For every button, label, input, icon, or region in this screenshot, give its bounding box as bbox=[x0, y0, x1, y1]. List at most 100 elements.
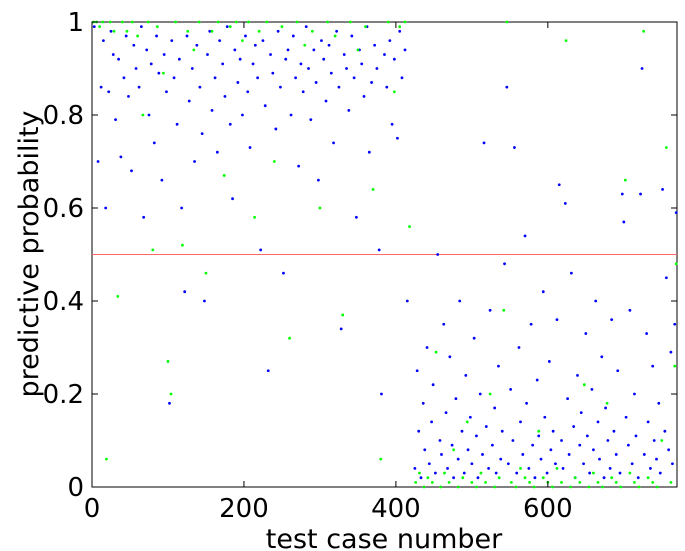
data-point bbox=[493, 406, 497, 410]
data-point bbox=[674, 211, 678, 215]
y-tick-label: 0.4 bbox=[43, 287, 84, 317]
data-point bbox=[327, 43, 331, 47]
data-point bbox=[438, 439, 442, 442]
data-point bbox=[569, 485, 573, 489]
data-point bbox=[564, 39, 568, 42]
data-point bbox=[335, 29, 339, 33]
data-point bbox=[421, 401, 425, 405]
data-point bbox=[465, 420, 469, 424]
data-point bbox=[448, 355, 452, 359]
data-point bbox=[132, 43, 136, 47]
data-point bbox=[352, 76, 356, 80]
data-point bbox=[646, 420, 650, 424]
data-point bbox=[289, 113, 293, 117]
data-point bbox=[649, 467, 652, 470]
data-point bbox=[291, 34, 295, 38]
data-point bbox=[422, 485, 426, 489]
data-point bbox=[579, 411, 583, 414]
data-point bbox=[192, 48, 196, 52]
data-point bbox=[566, 397, 569, 401]
data-point bbox=[288, 336, 291, 340]
data-point bbox=[532, 485, 536, 489]
data-point bbox=[651, 480, 655, 484]
data-point bbox=[169, 392, 173, 396]
data-point bbox=[151, 248, 155, 252]
data-point bbox=[136, 34, 139, 38]
data-point bbox=[190, 67, 194, 70]
data-point bbox=[257, 29, 261, 33]
data-point bbox=[139, 25, 143, 29]
data-point bbox=[112, 29, 116, 33]
data-point bbox=[633, 392, 636, 396]
data-point bbox=[452, 448, 456, 452]
data-point bbox=[185, 34, 189, 38]
data-point bbox=[130, 20, 134, 24]
data-point bbox=[523, 476, 527, 480]
data-point bbox=[430, 480, 434, 484]
data-point bbox=[517, 346, 521, 349]
data-point bbox=[329, 71, 333, 75]
data-point bbox=[360, 62, 364, 66]
data-point bbox=[241, 39, 244, 42]
data-point bbox=[608, 467, 612, 470]
data-point bbox=[479, 471, 483, 475]
data-point bbox=[612, 429, 616, 433]
data-point bbox=[573, 476, 577, 480]
data-point bbox=[610, 318, 614, 321]
data-point bbox=[127, 95, 130, 98]
data-point bbox=[646, 476, 650, 480]
data-point bbox=[162, 71, 165, 75]
data-point bbox=[130, 169, 133, 173]
data-point bbox=[417, 429, 421, 433]
data-point bbox=[543, 415, 547, 419]
data-point bbox=[555, 467, 559, 470]
data-point bbox=[385, 85, 389, 89]
data-point bbox=[442, 322, 446, 326]
data-point bbox=[297, 164, 301, 168]
data-point bbox=[195, 43, 199, 47]
data-point bbox=[488, 392, 492, 396]
data-point bbox=[427, 462, 431, 466]
data-point bbox=[497, 364, 500, 368]
data-point bbox=[364, 25, 367, 29]
data-point bbox=[475, 434, 478, 438]
data-point bbox=[269, 53, 272, 56]
data-point bbox=[431, 383, 435, 387]
data-point bbox=[497, 476, 501, 480]
data-point bbox=[218, 39, 222, 42]
data-point bbox=[628, 471, 632, 475]
data-point bbox=[141, 113, 145, 117]
data-point bbox=[443, 471, 446, 475]
data-point bbox=[398, 25, 402, 29]
data-point bbox=[619, 485, 623, 489]
data-point bbox=[92, 25, 96, 29]
data-point bbox=[317, 178, 320, 182]
data-point bbox=[481, 453, 484, 456]
data-point bbox=[582, 462, 585, 466]
data-point bbox=[197, 20, 201, 24]
data-point bbox=[587, 485, 591, 489]
data-point bbox=[345, 67, 348, 70]
data-point bbox=[605, 401, 609, 405]
data-point bbox=[160, 178, 164, 182]
data-point bbox=[221, 62, 225, 66]
data-point bbox=[618, 471, 622, 475]
data-point bbox=[248, 146, 252, 149]
data-point bbox=[519, 467, 522, 470]
data-point bbox=[120, 20, 124, 24]
data-point bbox=[645, 332, 649, 335]
data-point bbox=[241, 113, 244, 117]
data-point bbox=[294, 76, 298, 80]
data-point bbox=[482, 141, 486, 145]
data-point bbox=[511, 439, 515, 442]
data-point bbox=[177, 57, 181, 61]
data-point bbox=[333, 34, 337, 38]
data-point bbox=[472, 336, 476, 340]
data-point bbox=[658, 471, 662, 475]
data-point bbox=[551, 485, 554, 489]
data-point bbox=[527, 467, 531, 470]
x-tick-label: 400 bbox=[371, 494, 421, 524]
data-point bbox=[585, 434, 589, 438]
data-point bbox=[624, 415, 628, 419]
